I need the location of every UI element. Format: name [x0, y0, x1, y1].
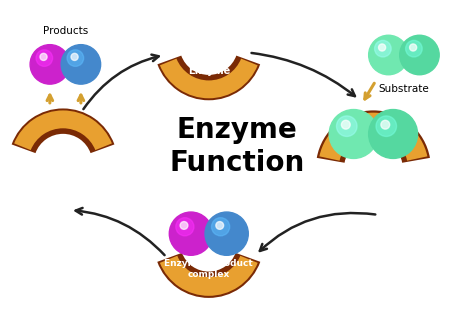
Circle shape — [379, 44, 386, 51]
Circle shape — [374, 40, 391, 57]
Text: Enzyme: Enzyme — [42, 158, 84, 168]
Circle shape — [216, 221, 224, 229]
Text: Enzyme
Function: Enzyme Function — [169, 117, 305, 177]
Wedge shape — [14, 111, 112, 150]
Text: Enzyme - substrate
complex: Enzyme - substrate complex — [324, 164, 422, 183]
Circle shape — [400, 35, 439, 75]
Circle shape — [381, 120, 390, 129]
Circle shape — [205, 212, 248, 255]
Wedge shape — [160, 256, 258, 296]
Circle shape — [67, 50, 83, 66]
Wedge shape — [317, 110, 430, 163]
Circle shape — [376, 116, 397, 136]
Circle shape — [169, 212, 212, 255]
Circle shape — [369, 35, 408, 75]
Wedge shape — [160, 59, 258, 98]
Text: Enzyme - product
complex: Enzyme - product complex — [164, 259, 253, 279]
Circle shape — [40, 53, 47, 60]
Circle shape — [71, 53, 78, 60]
Wedge shape — [157, 253, 260, 298]
Wedge shape — [157, 56, 260, 100]
Circle shape — [329, 110, 378, 158]
Wedge shape — [319, 113, 428, 161]
Circle shape — [36, 50, 53, 66]
Circle shape — [180, 221, 188, 229]
Circle shape — [369, 110, 418, 158]
Text: Substrate: Substrate — [379, 84, 429, 94]
Text: Products: Products — [43, 26, 88, 36]
Circle shape — [410, 44, 417, 51]
Circle shape — [30, 45, 70, 84]
Circle shape — [406, 40, 422, 57]
Circle shape — [211, 218, 230, 236]
Wedge shape — [12, 108, 114, 153]
Circle shape — [176, 218, 194, 236]
Circle shape — [61, 45, 100, 84]
Circle shape — [337, 116, 357, 136]
Text: Enzyme: Enzyme — [188, 66, 230, 77]
Circle shape — [341, 120, 350, 129]
